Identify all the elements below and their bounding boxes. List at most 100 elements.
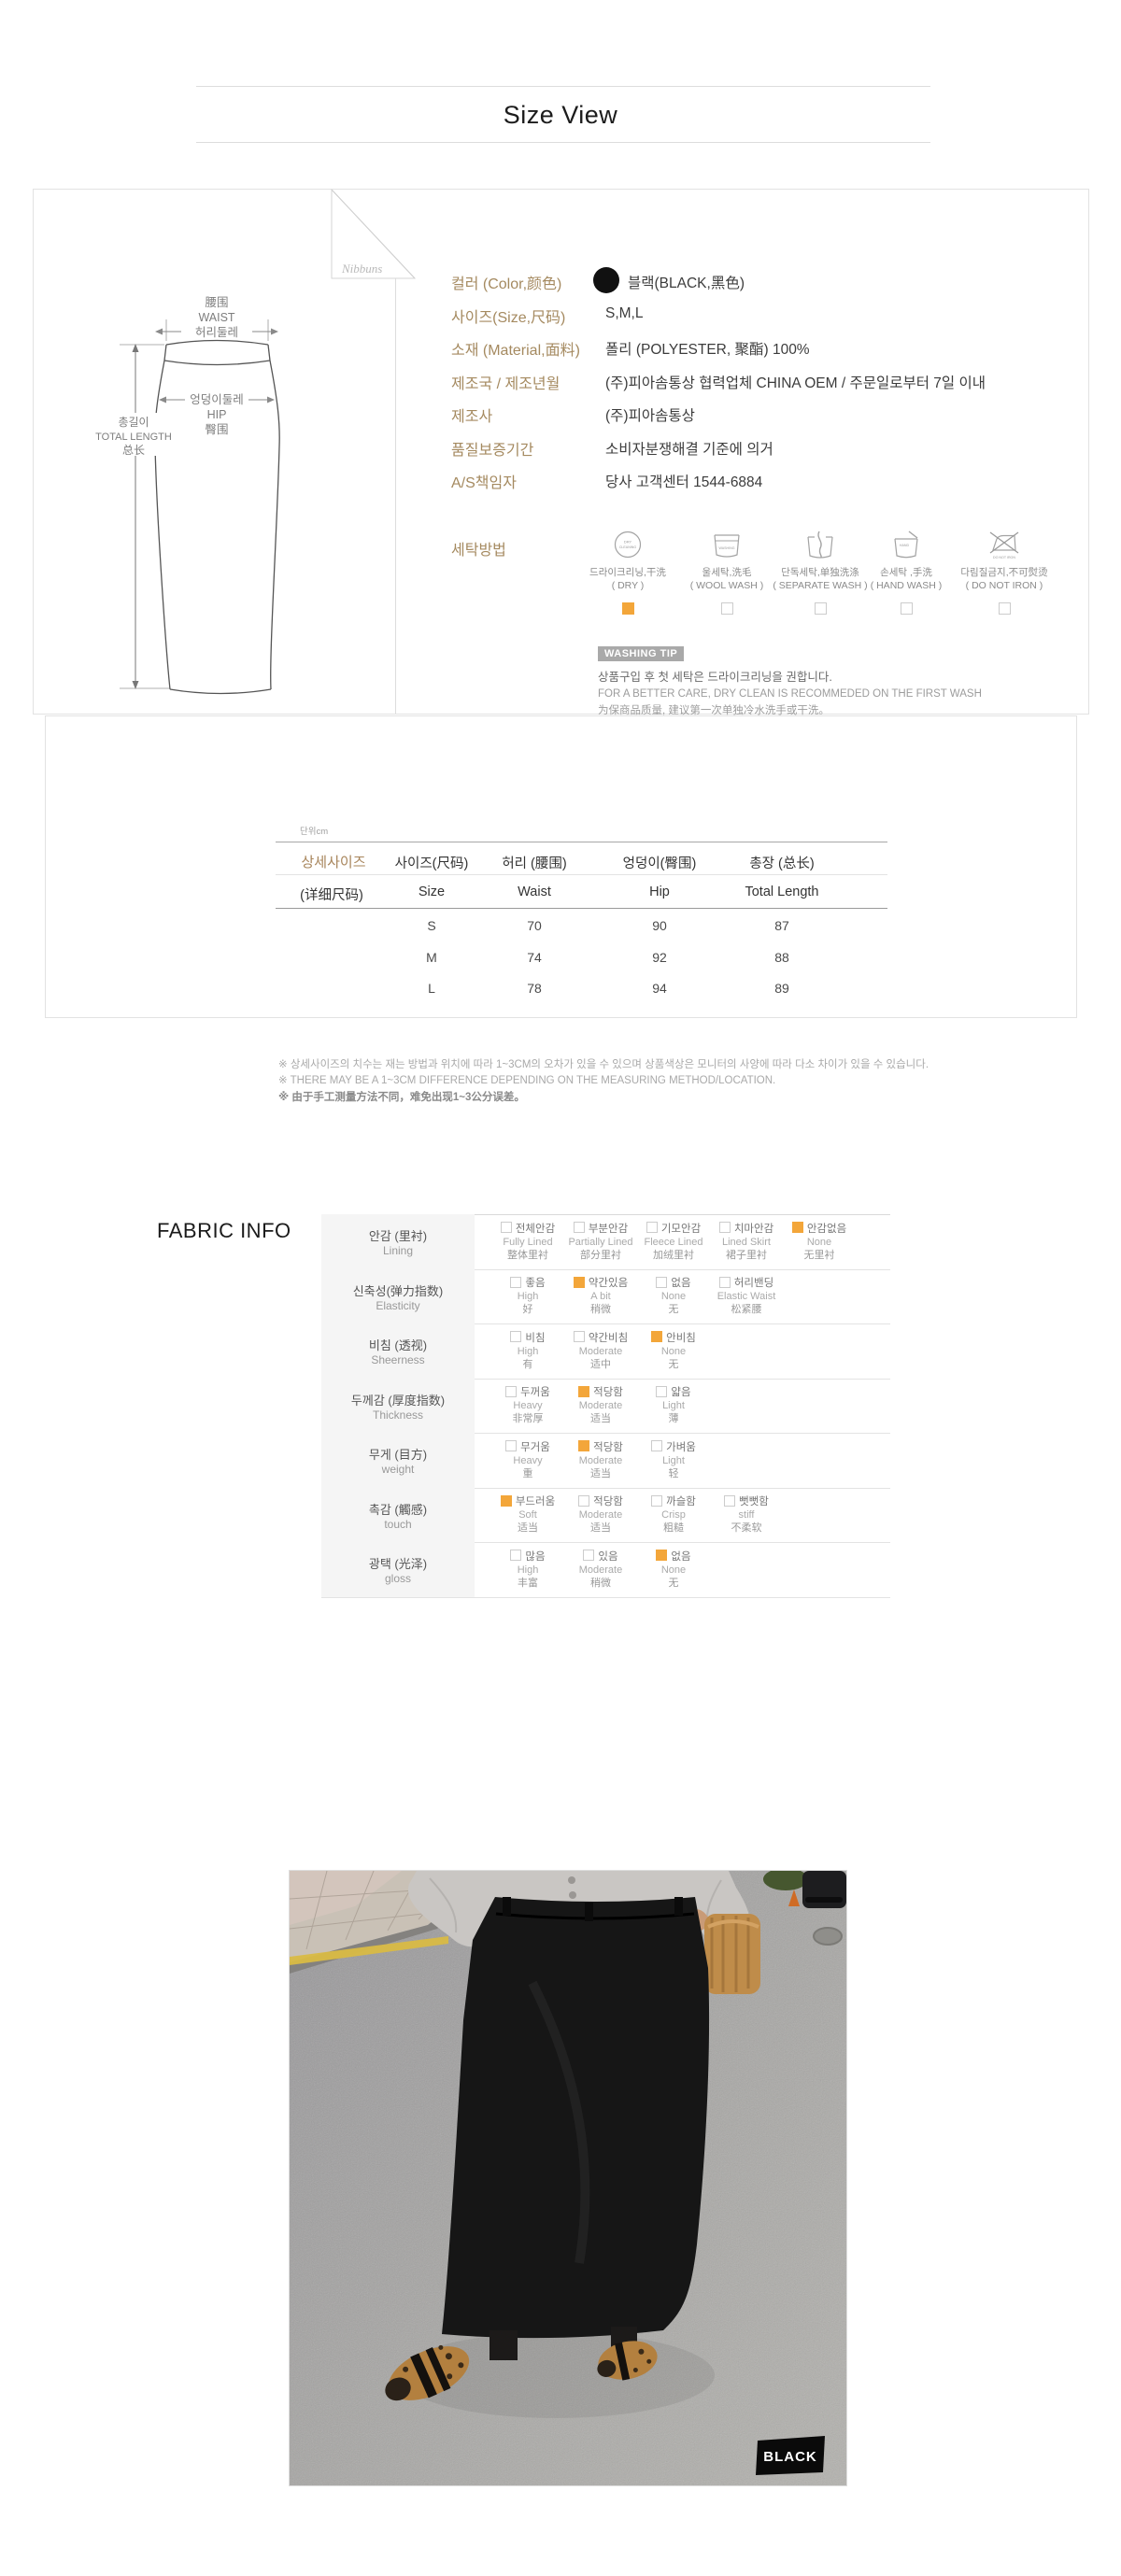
size-table-rowheader-zh: (详细尺码) bbox=[300, 888, 363, 903]
option-checkbox bbox=[578, 1385, 590, 1397]
wash-label-line1: 울세탁,洗毛 bbox=[702, 567, 752, 578]
size-table-line-mid bbox=[276, 874, 887, 875]
option-checkbox bbox=[510, 1331, 522, 1343]
fabric-option: 얇음 Light 薄 bbox=[629, 1385, 718, 1425]
option-checkbox bbox=[505, 1385, 518, 1397]
option-checkbox bbox=[510, 1550, 522, 1562]
washing-tip-badge: WASHING TIP bbox=[598, 646, 685, 661]
size-table-col-size-ko: 사이즈(尺码) bbox=[394, 856, 469, 871]
info-label-material: 소재 (Material,面料) bbox=[451, 343, 580, 359]
size-table-box bbox=[45, 715, 1077, 1018]
fabric-table-top-line bbox=[321, 1214, 890, 1215]
wash-label-line2: ( DRY ) bbox=[611, 580, 645, 591]
option-checkbox bbox=[656, 1276, 668, 1288]
size-note-zh: ※ 由于手工测量方法不同，难免出现1~3公分误差。 bbox=[278, 1092, 525, 1103]
fabric-option: 적당함 Moderate 适当 bbox=[578, 1494, 623, 1534]
size-row-s-size: S bbox=[427, 918, 436, 933]
size-table-col-hip-ko: 엉덩이(臀围) bbox=[622, 856, 697, 871]
manhole-cover bbox=[813, 1927, 843, 1946]
photo-scene: BLACK bbox=[290, 1871, 846, 2485]
wash-label-line1: 다림질금지,不可熨烫 bbox=[960, 567, 1048, 578]
option-checkbox bbox=[500, 1222, 512, 1234]
hand-wash-icon: HAND bbox=[894, 531, 918, 559]
wool-wash-icon: WASHING bbox=[714, 534, 740, 558]
option-checkbox bbox=[656, 1550, 668, 1562]
info-value-color: 블랙(BLACK,黑色) bbox=[628, 276, 745, 291]
size-table-col-waist-en: Waist bbox=[518, 885, 551, 899]
info-label-color: 컬러 (Color,颜色) bbox=[451, 276, 562, 292]
svg-text:WASHING: WASHING bbox=[718, 546, 734, 550]
diagram-length-ko: 총길이 bbox=[118, 416, 149, 429]
size-row-m-size: M bbox=[426, 950, 437, 965]
wash-label-line1: 드라이크리닝,干洗 bbox=[589, 567, 666, 578]
fabric-option: 없음 None 无 bbox=[629, 1276, 718, 1316]
info-label-size: 사이즈(Size,尺码) bbox=[451, 310, 566, 326]
info-label-as: A/S책임자 bbox=[451, 475, 517, 491]
size-row-l-size: L bbox=[428, 981, 435, 996]
color-tag: BLACK bbox=[756, 2436, 825, 2475]
option-checkbox bbox=[578, 1440, 590, 1452]
wash-label-line1: 손세탁 ,手洗 bbox=[880, 567, 932, 578]
fabric-row-label: 광택 (光泽) gloss bbox=[321, 1542, 475, 1597]
wash-label-line2: ( HAND WASH ) bbox=[870, 580, 943, 591]
option-checkbox bbox=[646, 1222, 658, 1234]
washing-tip-line2: FOR A BETTER CARE, DRY CLEAN IS RECOMMED… bbox=[598, 688, 982, 700]
camel-bag bbox=[704, 1914, 760, 1994]
fabric-option: 까슬함 Crisp 粗糙 bbox=[629, 1494, 718, 1535]
size-note-ko: ※ 상세사이즈의 치수는 재는 방법과 위치에 따라 1~3CM의 오차가 있을… bbox=[278, 1059, 929, 1070]
fabric-option: 기모안감 Fleece Lined 加绒里衬 bbox=[644, 1222, 703, 1261]
fabric-row-label: 촉감 (觸感) touch bbox=[321, 1488, 475, 1542]
size-table-line-header bbox=[276, 908, 887, 909]
size-row-m-hip: 92 bbox=[652, 950, 667, 965]
option-checkbox bbox=[724, 1494, 736, 1507]
fabric-option: 약간있음 A bit 稍微 bbox=[556, 1276, 646, 1316]
option-checkbox bbox=[583, 1550, 595, 1562]
diagram-length-zh: 总长 bbox=[122, 444, 145, 457]
size-table-col-length-en: Total Length bbox=[745, 885, 819, 899]
diagram-length-en: TOTAL LENGTH bbox=[95, 432, 172, 443]
option-checkbox bbox=[718, 1222, 731, 1234]
option-checkbox bbox=[656, 1385, 668, 1397]
wash-checkbox-no-iron bbox=[998, 602, 1011, 616]
do-not-iron-icon: DO NOT IRON bbox=[989, 531, 1019, 559]
size-note-en: ※ THERE MAY BE A 1~3CM DIFFERENCE DEPEND… bbox=[278, 1075, 776, 1086]
fabric-option: 부드러움 Soft 适当 bbox=[483, 1494, 573, 1535]
fabric-option: 비침 High 有 bbox=[483, 1331, 573, 1371]
size-row-l-waist: 78 bbox=[527, 981, 542, 996]
diagram-hip-en: HIP bbox=[207, 408, 227, 421]
wash-section-label: 세탁방법 bbox=[451, 543, 506, 559]
fabric-option: 가벼움 Light 轻 bbox=[629, 1440, 718, 1480]
brand-logo: Nibbuns bbox=[341, 262, 382, 276]
fabric-row-label: 무게 (目方) weight bbox=[321, 1433, 475, 1488]
info-value-warranty: 소비자분쟁해결 기준에 의거 bbox=[605, 442, 773, 458]
info-label-manufacturer: 제조사 bbox=[451, 409, 493, 425]
size-row-l-hip: 94 bbox=[652, 981, 667, 996]
size-table-unit: 단위cm bbox=[300, 827, 329, 837]
header-divider-top bbox=[196, 86, 930, 87]
length-measure-arrow bbox=[120, 344, 169, 689]
product-info-box bbox=[33, 189, 1089, 715]
fabric-row-gloss: 광택 (光泽) gloss 많음 High 丰富 있음 Moderate 稍微 … bbox=[321, 1542, 890, 1598]
separate-wash-icon bbox=[807, 531, 833, 559]
fabric-option: 치마안감 Lined Skirt 裙子里衬 bbox=[702, 1222, 791, 1262]
info-value-origin: (주)피아솜통상 협력업체 CHINA OEM / 주문일로부터 7일 이내 bbox=[605, 375, 986, 391]
header-divider-bottom bbox=[196, 142, 930, 143]
washing-tip: WASHING TIP 상품구입 후 첫 세탁은 드라이크리닝을 권합니다. F… bbox=[598, 644, 982, 717]
fabric-row-label: 신축성(弹力指数) Elasticity bbox=[321, 1269, 475, 1323]
washing-tip-line3: 为保商品质量, 建议第一次单独冷水洗手或干洗。 bbox=[598, 705, 830, 716]
fabric-row-lining: 안감 (里衬) Lining 전체안감 Fully Lined 整体里衬 부분안… bbox=[321, 1214, 890, 1270]
yellow-road-line bbox=[290, 1936, 448, 1965]
svg-text:DRY: DRY bbox=[624, 540, 632, 545]
fabric-row-elasticity: 신축성(弹力指数) Elasticity 좋음 High 好 약간있음 A bi… bbox=[321, 1269, 890, 1324]
page-title: Size View bbox=[503, 101, 618, 129]
size-table-rowheader-ko: 상세사이즈 bbox=[301, 855, 366, 870]
fabric-option: 좋음 High 好 bbox=[483, 1276, 573, 1316]
diagram-waist-zh: 腰围 bbox=[205, 296, 228, 309]
fabric-option: 없음 None 无 bbox=[629, 1550, 718, 1590]
option-checkbox bbox=[500, 1494, 512, 1507]
wash-label-line2: ( WOOL WASH ) bbox=[689, 580, 764, 591]
wash-method-separate: 단독세탁,单独洗涤 ( SEPARATE WASH ) bbox=[759, 530, 881, 617]
info-value-material: 폴리 (POLYESTER, 聚酯) 100% bbox=[605, 342, 810, 358]
fabric-row-weight: 무게 (目方) weight 무거움 Heavy 重 적당함 Moderate … bbox=[321, 1433, 890, 1489]
waist-measure-arrows bbox=[155, 319, 278, 341]
